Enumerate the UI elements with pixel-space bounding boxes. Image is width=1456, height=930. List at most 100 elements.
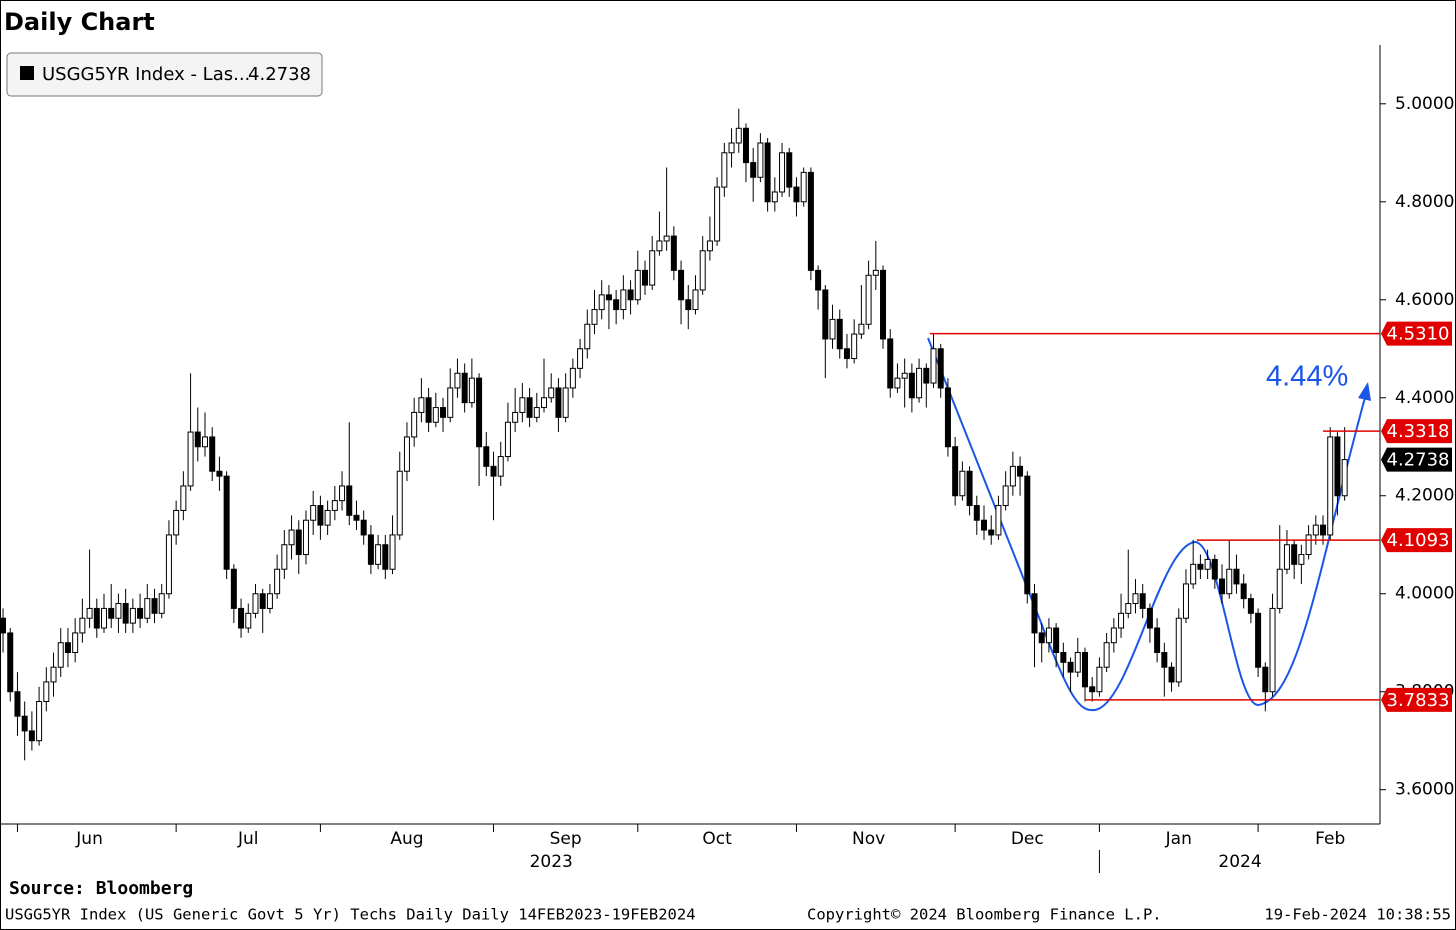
candle-body: [122, 603, 129, 624]
candle-body: [476, 377, 483, 448]
level-tag-box: [1381, 419, 1452, 444]
candle-body: [750, 162, 757, 178]
y-tick-label: 4.0000: [1395, 584, 1454, 604]
candle-body: [1009, 465, 1016, 487]
candle-body: [238, 607, 245, 629]
candle-body: [526, 397, 533, 418]
candle-body: [1074, 652, 1081, 673]
y-tick-label: 3.6000: [1395, 780, 1454, 800]
candle-body: [1125, 603, 1132, 614]
candle-body: [1305, 534, 1312, 556]
level-tag-box: [1381, 528, 1452, 553]
candle-body: [490, 465, 497, 477]
candle-body: [252, 593, 259, 614]
candle-body: [79, 617, 86, 634]
candle-body: [1283, 544, 1290, 570]
candle-body: [1327, 436, 1334, 536]
candle-body: [1132, 593, 1139, 605]
candle-body: [634, 269, 641, 301]
candle-body: [504, 421, 511, 458]
candle-body: [1298, 554, 1305, 565]
candle-body: [872, 269, 879, 276]
candle-body: [851, 333, 858, 360]
level-tag-label: 4.5310: [1387, 324, 1450, 345]
candle-body: [649, 250, 656, 286]
candle-body: [43, 681, 50, 703]
candle-body: [411, 411, 418, 438]
candle-body: [1089, 686, 1096, 693]
annotation: 4.44%: [1266, 361, 1348, 393]
candle-body: [843, 348, 850, 360]
last-price-tag-label: 4.2738: [1387, 450, 1450, 471]
candle-body: [512, 411, 519, 423]
x-tick-label: Sep: [550, 829, 582, 849]
candle-body: [302, 519, 309, 556]
candle-body: [880, 269, 887, 340]
candle-body: [21, 715, 28, 732]
candle-body: [367, 534, 374, 565]
y-tick-label: 4.6000: [1395, 290, 1454, 310]
candle-body: [670, 235, 677, 271]
candle-body: [995, 505, 1002, 536]
candle-body: [259, 593, 266, 609]
candle-body: [1053, 627, 1060, 654]
candle-body: [706, 240, 713, 252]
candle-body: [541, 397, 548, 409]
candle-body: [569, 367, 576, 389]
candle-body: [598, 294, 605, 311]
candle-body: [562, 387, 569, 418]
candle-body: [0, 617, 7, 634]
candle-body: [331, 500, 338, 511]
candle-body: [988, 529, 995, 536]
pattern-curve: [927, 337, 1367, 712]
candle-body: [779, 152, 786, 193]
candle-body: [1081, 652, 1088, 688]
candle-body: [1154, 627, 1161, 654]
candle-body: [1017, 465, 1024, 477]
candle-body: [216, 470, 223, 477]
candle-body: [663, 235, 670, 242]
candle-body: [194, 431, 201, 448]
candle-body: [497, 456, 504, 477]
candle-body: [952, 446, 959, 497]
candle-body: [714, 186, 721, 242]
x-tick-label: Jan: [1165, 829, 1192, 849]
candle-body: [425, 397, 432, 423]
candle-body: [735, 127, 742, 144]
candle-body: [591, 309, 598, 325]
candle-body: [1038, 632, 1045, 644]
candle-body: [346, 485, 353, 516]
candle-body: [1211, 558, 1218, 580]
year-label: 2024: [1218, 852, 1261, 872]
candle-body: [1312, 524, 1319, 536]
candle-body: [93, 607, 100, 629]
candle-body: [1024, 475, 1031, 595]
candle-body: [418, 397, 425, 413]
candle-body: [1045, 627, 1052, 644]
candle-body: [266, 593, 273, 609]
candle-body: [908, 372, 915, 399]
candle-body: [187, 431, 194, 487]
candle-body: [454, 372, 461, 389]
candle-body: [483, 446, 490, 467]
candle-body: [101, 607, 108, 629]
candle-body: [1219, 578, 1226, 595]
candle-body: [36, 701, 43, 742]
candle-body: [129, 607, 136, 624]
y-tick-label: 4.2000: [1395, 486, 1454, 506]
candle-body: [1233, 568, 1240, 585]
candle-body: [64, 642, 71, 654]
candle-body: [1269, 607, 1276, 693]
footer-left: USGG5YR Index (US Generic Govt 5 Yr) Tec…: [5, 906, 696, 924]
candle-body: [1204, 558, 1211, 570]
candle-body: [887, 338, 894, 389]
candle-body: [1197, 563, 1204, 570]
candle-body: [973, 505, 980, 521]
x-tick-label: Dec: [1011, 829, 1044, 849]
candle-body: [360, 519, 367, 536]
year-label: 2023: [530, 852, 573, 872]
candle-body: [1146, 607, 1153, 629]
candle-body: [1118, 612, 1125, 629]
candle-body: [829, 318, 836, 340]
